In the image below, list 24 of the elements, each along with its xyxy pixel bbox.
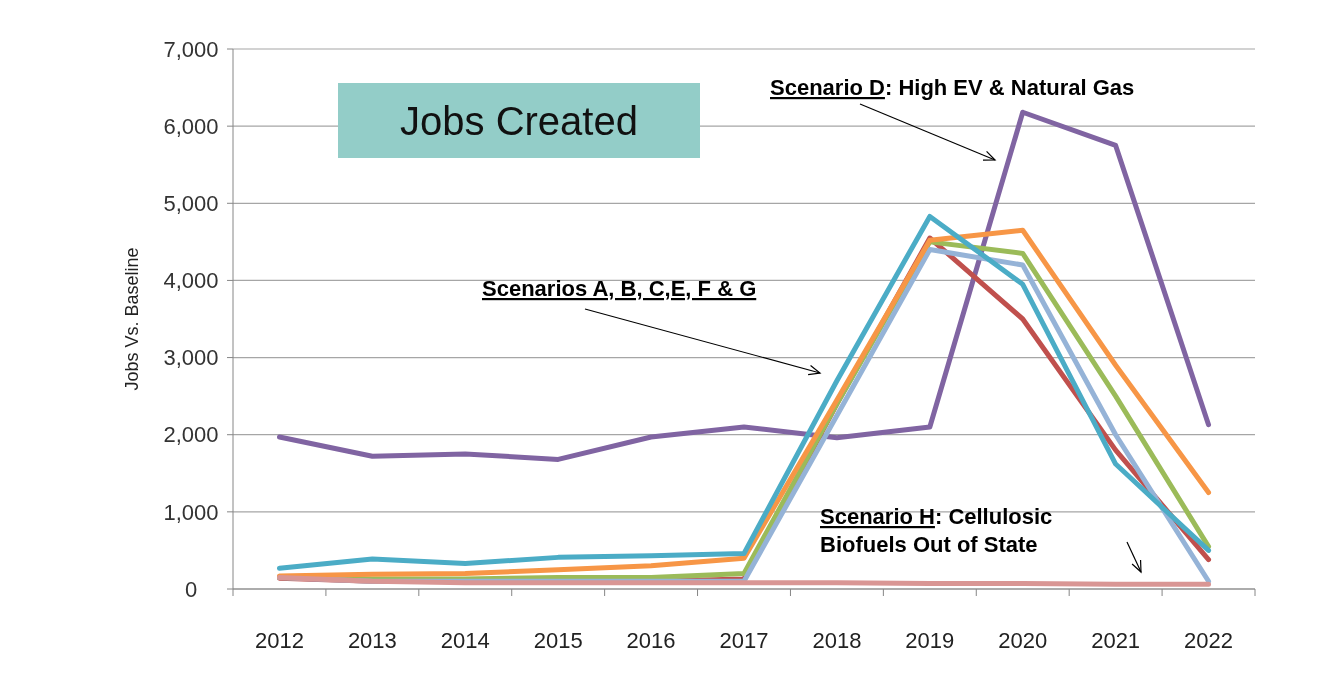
y-axis-title: Jobs Vs. Baseline [122, 247, 142, 391]
x-tick-label: 2021 [1091, 628, 1141, 653]
annotation: Scenarios A, B, C,E, F & G [482, 276, 757, 301]
y-tick-label: 2,000 [163, 422, 219, 448]
annotation: Scenario H: Cellulosic Biofuels Out of State [820, 504, 1053, 557]
x-tick-label: 2012 [254, 628, 304, 653]
y-tick-label: 7,000 [163, 36, 219, 62]
y-tick-label: 3,000 [163, 345, 219, 371]
y-tick-label: 1,000 [163, 499, 219, 525]
x-tick-label: 2014 [440, 628, 490, 653]
x-tick-label: 2022 [1184, 628, 1234, 653]
x-tick-label: 2020 [998, 628, 1048, 653]
annotation: Scenario D: High EV & Natural Gas [770, 75, 1135, 100]
x-tick-label: 2018 [812, 628, 862, 653]
y-tick-label: 0 [184, 576, 198, 602]
x-tick-label: 2017 [719, 628, 769, 653]
y-tick-label: 4,000 [163, 268, 219, 294]
x-tick-label: 2015 [533, 628, 583, 653]
y-tick-label: 6,000 [163, 113, 219, 139]
x-tick-label: 2019 [905, 628, 955, 653]
x-tick-label: 2016 [626, 628, 676, 653]
y-tick-label: 5,000 [163, 190, 219, 216]
text: Jobs Created [400, 99, 638, 143]
x-tick-label: 2013 [347, 628, 397, 653]
